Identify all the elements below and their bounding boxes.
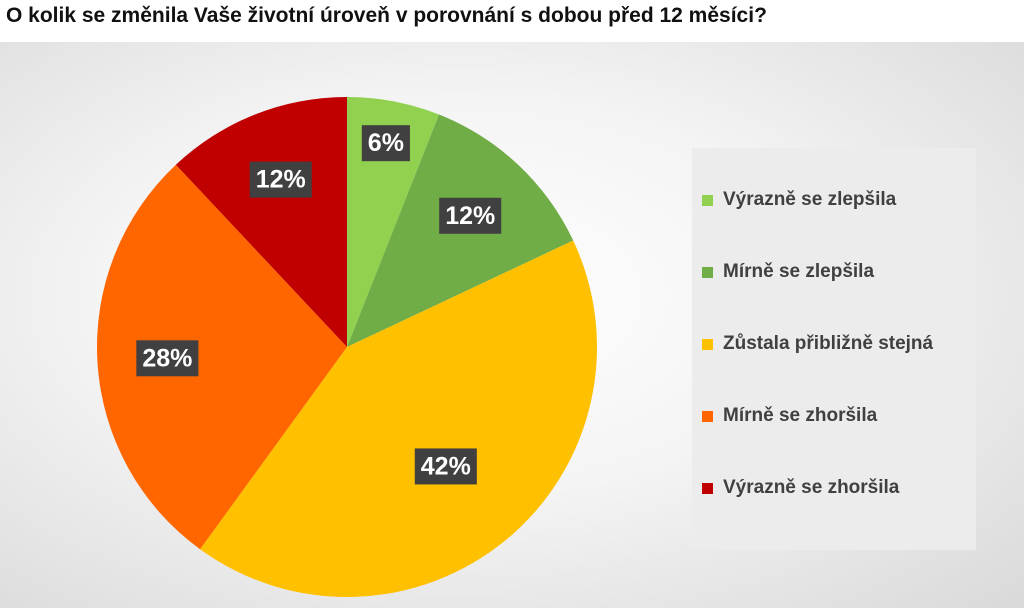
chart-area: 6% 12% 42% 28% 12% Výrazně se zlepšila Mírně … bbox=[0, 42, 1024, 608]
legend-swatch bbox=[702, 482, 713, 494]
pie-slice bbox=[96, 164, 348, 550]
data-label-text: 12% bbox=[445, 202, 495, 230]
legend-item: Mírně se zhoršila bbox=[692, 380, 976, 452]
data-label-text: 42% bbox=[421, 452, 471, 480]
data-label-background bbox=[249, 161, 312, 198]
data-label: 12% bbox=[439, 197, 502, 234]
data-label: 42% bbox=[414, 448, 477, 485]
data-label: 28% bbox=[136, 340, 199, 377]
data-label: 12% bbox=[249, 161, 312, 198]
legend-label: Zůstala přibližně stejná bbox=[723, 333, 934, 354]
chart-title: O kolik se změnila Vaše životní úroveň v… bbox=[6, 4, 767, 27]
legend-item: Výrazně se zhoršila bbox=[692, 452, 976, 524]
legend-swatch bbox=[702, 194, 713, 206]
chart-legend: Výrazně se zlepšila Mírně se zlepšila Zůst… bbox=[692, 148, 976, 550]
pie-slice bbox=[175, 97, 347, 347]
legend-item: Zůstala přibližně stejná bbox=[692, 308, 976, 380]
data-label-background bbox=[361, 125, 410, 162]
pie-slice bbox=[200, 240, 598, 598]
data-label-background bbox=[439, 197, 502, 234]
data-label-text: 6% bbox=[368, 129, 404, 157]
legend-swatch bbox=[702, 266, 713, 278]
data-label: 6% bbox=[361, 125, 410, 162]
pie-chart: 6% 12% 42% 28% 12% bbox=[96, 97, 598, 598]
data-label-background bbox=[136, 340, 199, 377]
legend-item: Výrazně se zlepšila bbox=[692, 164, 976, 236]
legend-swatch bbox=[702, 410, 713, 422]
legend-label: Mírně se zhoršila bbox=[723, 405, 878, 426]
data-label-text: 12% bbox=[256, 166, 306, 194]
legend-item: Mírně se zlepšila bbox=[692, 236, 976, 308]
data-label-background bbox=[414, 448, 477, 485]
data-label-text: 28% bbox=[142, 344, 192, 372]
legend-label: Výrazně se zhoršila bbox=[723, 477, 900, 498]
legend-label: Mírně se zlepšila bbox=[723, 261, 875, 282]
legend-swatch bbox=[702, 338, 713, 350]
legend-label: Výrazně se zlepšila bbox=[723, 189, 897, 210]
